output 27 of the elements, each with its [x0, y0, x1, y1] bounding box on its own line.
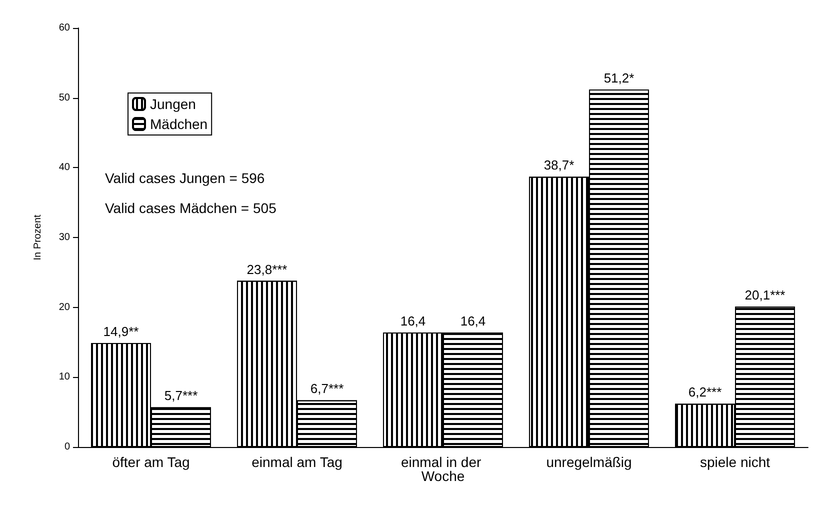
x-tick-label: spiele nicht: [700, 454, 770, 470]
x-tick-label: öfter am Tag: [112, 454, 190, 470]
data-label: 38,7*: [544, 158, 574, 173]
data-label: 14,9**: [103, 324, 139, 339]
y-tick-label: 20: [58, 302, 70, 313]
x-tick-label: einmal in der Woche: [400, 454, 486, 484]
x-tick-label: unregelmäßig: [546, 454, 632, 470]
data-label: 16,4: [400, 313, 426, 328]
y-tick-label: 40: [58, 162, 70, 174]
data-label: 6,2***: [688, 384, 722, 400]
data-label: 16,4: [460, 313, 486, 328]
y-tick-label: 30: [58, 232, 70, 243]
annotation: Valid cases Jungen = 596: [105, 170, 265, 186]
y-tick-label: 10: [58, 372, 70, 383]
data-label: 20,1***: [744, 288, 786, 303]
y-tick-label: 0: [64, 442, 70, 452]
legend-label: Mädchen: [150, 116, 208, 132]
data-label: 6,7***: [310, 381, 344, 396]
annotation: Valid cases Mädchen = 505: [105, 200, 277, 216]
y-tick-label: 50: [58, 92, 70, 104]
data-label: 5,7***: [164, 388, 198, 404]
data-label: 51,2*: [604, 70, 634, 86]
legend-label: Jungen: [150, 96, 196, 112]
y-tick-label: 60: [58, 22, 70, 34]
x-tick-label: einmal am Tag: [252, 454, 342, 470]
y-axis-title: In Prozent: [32, 214, 44, 260]
data-label: 23,8***: [246, 262, 288, 277]
